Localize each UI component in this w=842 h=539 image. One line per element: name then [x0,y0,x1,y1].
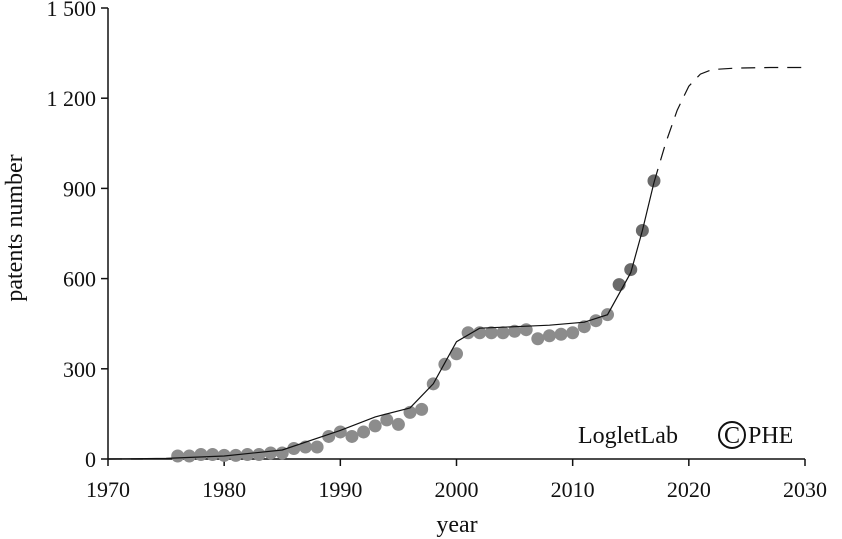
data-point [577,320,591,334]
copyright-symbol: C [724,423,740,449]
data-point [589,314,603,328]
y-tick-label: 900 [63,176,96,201]
tick-labels: 1970 1980 1990 2000 2010 2020 2030 0 300 600 900 1 … [47,0,828,502]
x-tick-label: 1970 [86,477,130,502]
y-tick-label: 300 [63,357,96,382]
copyright-ring [718,421,746,449]
watermark-right: PHE [748,423,793,449]
data-point [171,449,185,463]
data-point [380,413,394,427]
data-point [438,357,452,371]
y-tick-label: 600 [63,267,96,292]
x-tick-label: 2020 [667,477,711,502]
axes [107,8,805,460]
data-point [461,326,475,340]
fit-curve [107,182,655,460]
data-point [194,447,208,461]
series-layer [107,66,805,463]
y-tick-label: 0 [85,447,96,472]
data-point [391,417,405,431]
data-point [217,448,231,462]
data-point [345,429,359,443]
data-point [275,446,289,460]
data-point [531,332,545,346]
data-point [450,347,463,361]
data-point [496,326,510,340]
data-point [206,447,220,461]
data-point [264,446,278,460]
data-point [542,329,556,343]
x-tick-label: 1980 [202,477,246,502]
y-tick-label: 1 200 [47,86,97,111]
tick-marks [101,7,806,466]
data-point [624,263,638,277]
data-point [484,326,498,340]
y-tick-label: 1 500 [47,0,97,21]
data-point [368,419,382,433]
watermark: LogletLab C PHE [578,421,793,449]
data-point [415,402,429,416]
data-point [554,327,568,341]
data-point [252,447,266,461]
data-point [310,440,324,454]
y-axis-title: patents number [2,154,28,301]
x-tick-label: 1990 [318,477,362,502]
data-point [182,449,196,463]
projection-curve [653,66,805,183]
data-point [357,425,371,439]
x-tick-label: 2010 [551,477,595,502]
x-axis-title: year [436,512,477,538]
x-tick-label: 2000 [435,477,479,502]
x-tick-label: 2030 [783,477,827,502]
data-point [240,447,254,461]
data-point [519,323,533,337]
data-point [508,324,522,338]
data-point [566,326,580,340]
watermark-left: LogletLab [578,423,678,449]
